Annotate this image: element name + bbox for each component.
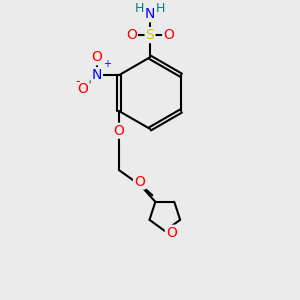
Text: N: N (145, 7, 155, 21)
Text: O: O (91, 50, 102, 64)
Text: O: O (113, 124, 124, 138)
Text: +: + (103, 59, 111, 69)
Text: -: - (75, 75, 80, 88)
Text: H: H (155, 2, 165, 15)
Text: H: H (135, 2, 144, 15)
Text: O: O (134, 175, 145, 188)
Text: O: O (166, 226, 177, 240)
Text: S: S (146, 28, 154, 42)
Text: O: O (78, 82, 88, 96)
Text: N: N (92, 68, 102, 82)
Text: O: O (163, 28, 174, 42)
Text: O: O (126, 28, 137, 42)
